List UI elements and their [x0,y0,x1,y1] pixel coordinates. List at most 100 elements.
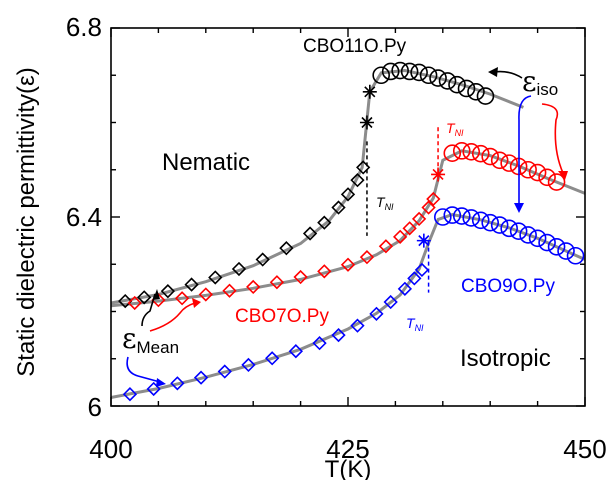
isotropic-point-cbo9o [519,226,537,244]
eps-iso-arrow-black [493,70,523,79]
tni-label-black: TNI [376,194,394,212]
nematic-point-cbo11o [160,284,176,299]
nematic-point-cbo9o [146,381,161,397]
isotropic-point-cbo11o [438,72,457,90]
eps-iso-arrow-red [541,103,564,174]
nematic-point-cbo7o [127,295,142,311]
nematic-point-cbo7o [340,257,356,272]
nematic-point-cbo7o [246,279,261,295]
nematic-point-cbo7o [378,239,394,254]
isotropic-point-cbo11o [372,66,390,85]
nematic-point-cbo7o [174,291,190,306]
x-tick-label-400: 400 [89,434,132,464]
isotropic-point-cbo11o [391,61,409,80]
y-axis-title: Static dielectric permittivity(ε) [13,67,40,376]
x-tick-label-425: 425 [326,434,369,464]
nematic-point-cbo7o [359,250,375,265]
isotropic-point-cbo9o [547,237,566,256]
isotropic-point-cbo7o [462,142,481,161]
isotropic-point-cbo9o [509,222,528,240]
tni-label-red: TNI [446,120,464,138]
nematic-point-cbo11o [208,270,223,285]
nematic-point-cbo9o [193,370,209,385]
isotropic-point-cbo7o [538,168,556,187]
series-label-cbo11o: CBO11O.Py [303,36,407,57]
transition-point-cbo11o [362,84,377,99]
axes-layer [110,27,586,407]
nematic-point-cbo11o [340,187,356,202]
isotropic-point-cbo7o [481,147,500,166]
isotropic-point-cbo9o [500,219,518,238]
nematic-label: Nematic [162,149,250,176]
isotropic-point-cbo7o [490,151,509,170]
nematic-point-cbo9o [383,294,398,310]
x-tick-label-450: 450 [563,434,606,464]
isotropic-point-cbo11o [400,62,419,81]
fit-curve-cbo7o [110,149,586,308]
nematic-point-cbo7o [222,283,237,298]
eps-mean-arrow-red [149,302,196,332]
nematic-point-cbo7o [269,275,285,290]
nematic-point-cbo9o [288,344,303,359]
nematic-point-cbo9o [397,281,413,296]
isotropic-point-cbo11o [476,87,495,105]
nematic-point-cbo7o [317,264,332,279]
fit-curve-cbo11o [110,68,524,305]
isotropic-point-cbo9o [433,208,452,226]
isotropic-point-cbo7o [528,163,547,182]
nematic-point-cbo9o [170,376,185,391]
isotropic-point-cbo9o [566,246,585,265]
isotropic-point-cbo7o [500,154,518,172]
nematic-point-cbo11o [118,293,133,309]
nematic-point-cbo9o [414,262,430,278]
data-points-layer [118,61,585,402]
isotropic-point-cbo7o [471,144,490,163]
nematic-point-cbo9o [331,327,346,343]
y-tick-label-6.8: 6.8 [66,12,102,42]
transition-point-cbo11o [359,115,374,130]
transition-point-cbo9o [416,233,431,248]
eps-mean-arrow-blue-head [156,378,166,387]
tni-label-blue: TNI [406,315,424,333]
nematic-point-cbo7o [198,287,213,302]
isotropic-point-cbo11o [419,66,438,85]
nematic-point-cbo11o [279,241,294,256]
isotropic-point-cbo9o [557,242,575,260]
isotropic-point-cbo9o [462,209,481,227]
nematic-point-cbo11o [302,226,318,241]
isotropic-point-cbo11o [467,82,485,101]
nematic-point-cbo7o [402,221,417,236]
eps-mean-arrow-blue [126,356,161,383]
isotropic-point-cbo7o [519,160,537,179]
tni-guides-layer [366,127,439,293]
nematic-point-cbo11o [317,215,332,230]
nematic-point-cbo11o [331,200,346,215]
isotropic-point-cbo11o [457,79,476,98]
nematic-point-cbo11o [137,290,152,305]
nematic-point-cbo9o [241,357,256,373]
isotropic-point-cbo9o [471,211,490,230]
nematic-point-cbo11o [184,277,199,292]
y-tick-label-6: 6 [88,392,102,422]
nematic-point-cbo9o [407,271,422,286]
transition-point-cbo7o [431,167,446,182]
isotropic-point-cbo7o [443,144,462,163]
nematic-point-cbo11o [350,173,365,188]
x-axis-title: T(K) [325,456,372,480]
isotropic-point-cbo9o [490,216,509,234]
isotropic-point-cbo11o [381,62,400,81]
nematic-point-cbo7o [421,200,436,215]
y-tick-label-6.4: 6.4 [66,202,102,232]
nematic-point-cbo9o [122,387,138,402]
eps-iso-arrow-blue [518,95,532,205]
isotropic-point-cbo11o [429,69,447,87]
arrows-layer [126,67,568,387]
isotropic-point-cbo11o [448,75,466,94]
isotropic-point-cbo9o [481,213,500,232]
series-label-cbo7o: CBO7O.Py [235,306,329,327]
isotropic-point-cbo7o [452,142,471,160]
series-label-cbo9o: CBO9O.Py [461,276,555,297]
eps-mean-label: εMean [122,322,179,357]
eps-mean-arrow-black-head [153,289,160,300]
eps-iso-arrow-blue-head [514,203,524,213]
